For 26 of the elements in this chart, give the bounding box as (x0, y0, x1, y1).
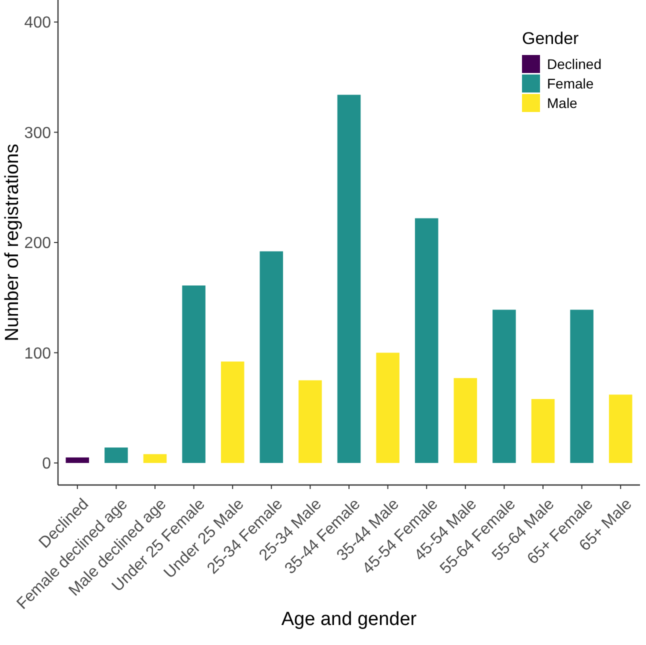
bar (260, 251, 284, 463)
bar (182, 285, 206, 463)
bar (66, 457, 90, 463)
bar (298, 380, 322, 463)
bar (143, 454, 167, 463)
bar (608, 394, 632, 463)
y-tick-label: 300 (24, 124, 52, 142)
y-axis-title: Number of registrations (2, 144, 23, 342)
x-axis-title: Age and gender (281, 609, 418, 630)
y-tick-label: 100 (24, 345, 52, 362)
y-tick-label: 0 (42, 456, 52, 473)
bar (414, 218, 438, 463)
y-tick-label: 400 (24, 14, 52, 32)
legend-label: Female (547, 75, 594, 92)
y-tick-label: 200 (24, 235, 52, 252)
legend-title: Gender (522, 29, 580, 48)
bar (454, 378, 478, 463)
bar (492, 310, 516, 463)
legend-label: Declined (547, 56, 602, 72)
bar (104, 448, 128, 463)
legend-label: Male (547, 94, 578, 111)
bar (220, 362, 244, 463)
bar (337, 94, 361, 463)
bar (531, 399, 555, 463)
bar (376, 352, 400, 463)
bar (570, 310, 594, 463)
